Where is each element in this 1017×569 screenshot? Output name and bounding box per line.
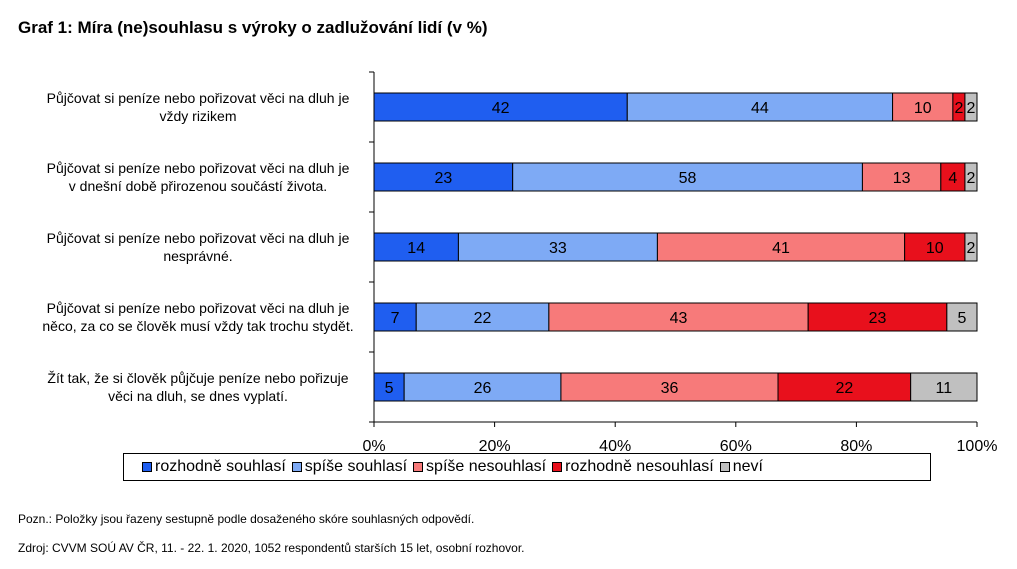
data-label: 22 [835, 380, 853, 397]
x-tick-label: 100% [957, 438, 998, 455]
x-tick-label: 60% [720, 438, 752, 455]
legend-label: rozhodně souhlasí [155, 458, 286, 475]
bar-segment [415, 302, 550, 332]
bar-segment [777, 372, 912, 402]
data-label: 42 [492, 100, 510, 117]
legend-item: neví [719, 458, 763, 476]
data-label: 7 [391, 310, 400, 327]
data-label: 23 [434, 170, 452, 187]
data-label: 2 [967, 100, 976, 117]
legend-item: spíše souhlasí [291, 458, 408, 476]
legend-label: spíše souhlasí [304, 458, 408, 475]
bar-segment [910, 372, 978, 402]
bar-segment [964, 92, 978, 122]
category-label: Žít tak, že si člověk půjčuje peníze neb… [47, 370, 349, 404]
bar-segment [946, 302, 978, 332]
data-label: 11 [936, 380, 953, 397]
legend-swatch [413, 462, 424, 472]
bar-segment [373, 372, 405, 402]
bar-segment [373, 232, 459, 262]
bar-segment [626, 92, 894, 122]
data-label: 44 [751, 100, 769, 117]
chart-source: Zdroj: CVVM SOÚ AV ČR, 11. - 22. 1. 2020… [18, 541, 525, 555]
legend-label: neví [732, 458, 763, 475]
data-label: 10 [926, 240, 944, 257]
data-label: 26 [474, 380, 492, 397]
bar-segment [457, 232, 658, 262]
bar-segment [373, 162, 514, 192]
x-tick-label: 40% [599, 438, 631, 455]
bar-segment [807, 302, 948, 332]
data-label: 2 [967, 170, 976, 187]
data-label: 2 [954, 100, 963, 117]
data-label: 2 [967, 240, 976, 257]
data-label: 10 [914, 100, 932, 117]
bar-segment [940, 162, 966, 192]
category-label: Půjčovat si peníze nebo pořizovat věci n… [46, 160, 350, 194]
data-label: 4 [948, 170, 957, 187]
category-label: Půjčovat si peníze nebo pořizovat věci n… [46, 90, 350, 124]
data-label: 5 [957, 310, 966, 327]
chart-note: Pozn.: Položky jsou řazeny sestupně podl… [18, 512, 475, 526]
data-label: 43 [670, 310, 688, 327]
bar-segment [861, 162, 942, 192]
legend-swatch [291, 462, 302, 472]
legend-swatch [719, 462, 730, 472]
bar-segment [403, 372, 562, 402]
data-label: 14 [407, 240, 425, 257]
data-label: 23 [869, 310, 887, 327]
category-label: Půjčovat si peníze nebo pořizovat věci n… [46, 230, 350, 264]
x-tick-label: 20% [479, 438, 511, 455]
bar-segment [964, 162, 978, 192]
data-label: 36 [661, 380, 679, 397]
legend-item: spíše nesouhlasí [413, 458, 546, 476]
data-label: 58 [679, 170, 697, 187]
bar-segment [656, 232, 906, 262]
data-label: 22 [474, 310, 492, 327]
data-label: 33 [549, 240, 567, 257]
chart-legend: rozhodně souhlasí spíše souhlasí spíše nes… [123, 453, 931, 481]
x-tick-label: 0% [362, 438, 385, 455]
bar-segment [512, 162, 863, 192]
bar-segment [964, 232, 978, 262]
legend-swatch [142, 462, 152, 472]
data-label: 13 [893, 170, 911, 187]
legend-swatch [552, 462, 563, 472]
legend-label: spíše nesouhlasí [426, 458, 547, 475]
legend-label: rozhodně nesouhlasí [565, 458, 714, 475]
chart-title: Graf 1: Míra (ne)souhlasu s výroky o zad… [18, 18, 488, 37]
data-label: 41 [772, 240, 790, 257]
bar-segment [560, 372, 779, 402]
bar-segment [548, 302, 809, 332]
legend-item: rozhodně souhlasí [142, 458, 286, 476]
data-label: 5 [385, 380, 394, 397]
x-tick-label: 80% [840, 438, 872, 455]
legend-item: rozhodně nesouhlasí [552, 458, 714, 476]
category-label: Půjčovat si peníze nebo pořizovat věci n… [42, 300, 354, 334]
